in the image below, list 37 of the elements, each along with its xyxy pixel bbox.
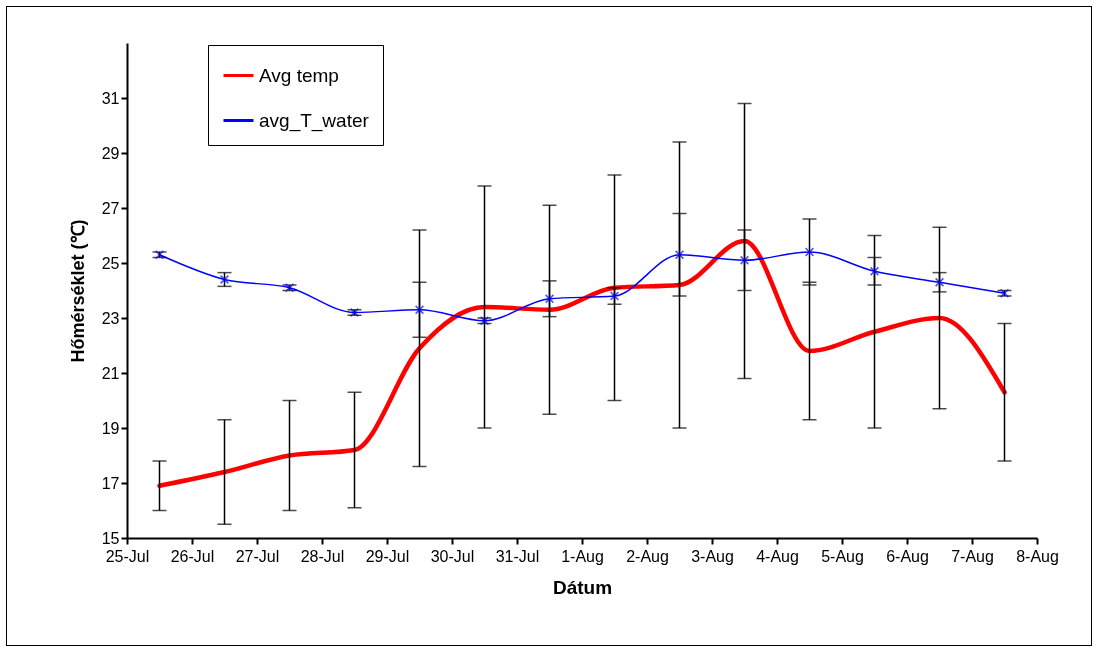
x-tick-label: 2-Aug	[626, 547, 669, 565]
y-tick-label: 25	[101, 254, 120, 272]
point	[674, 250, 685, 260]
y-tick-label: 31	[101, 89, 120, 107]
point	[934, 277, 945, 287]
legend-label: Avg temp	[259, 64, 339, 86]
x-tick-label: 27-Jul	[235, 547, 280, 565]
point	[869, 266, 880, 276]
x-tick-label: 4-Aug	[756, 547, 799, 565]
point	[414, 305, 425, 315]
y-tick-label: 23	[101, 309, 120, 327]
y-tick-label: 27	[101, 199, 120, 217]
x-tick-label: 3-Aug	[691, 547, 734, 565]
x-tick-label: 28-Jul	[300, 547, 345, 565]
point	[609, 291, 620, 301]
x-tick-label: 29-Jul	[365, 547, 410, 565]
y-tick-label: 29	[101, 144, 120, 162]
x-tick-label: 31-Jul	[495, 547, 540, 565]
x-tick-label: 6-Aug	[886, 547, 929, 565]
x-tick-label: 5-Aug	[821, 547, 864, 565]
x-tick-label: 26-Jul	[170, 547, 215, 565]
x-axis-title: Dátum	[552, 576, 613, 598]
legend-label: avg_T_water	[259, 109, 370, 132]
x-tick-label: 1-Aug	[561, 547, 604, 565]
x-tick-label: 25-Jul	[105, 547, 150, 565]
y-tick-label: 21	[101, 364, 120, 382]
y-tick-label: 19	[101, 419, 120, 437]
point	[804, 247, 815, 257]
y-tick-label: 17	[101, 474, 120, 492]
x-tick-label: 8-Aug	[1016, 547, 1059, 565]
x-tick-label: 7-Aug	[951, 547, 994, 565]
point	[739, 255, 750, 265]
y-tick-label: 15	[101, 529, 120, 547]
y-axis-title: Hőmérséklet (℃)	[67, 219, 88, 363]
x-tick-label: 30-Jul	[430, 547, 475, 565]
line-series	[157, 238, 1007, 488]
point	[544, 294, 555, 304]
